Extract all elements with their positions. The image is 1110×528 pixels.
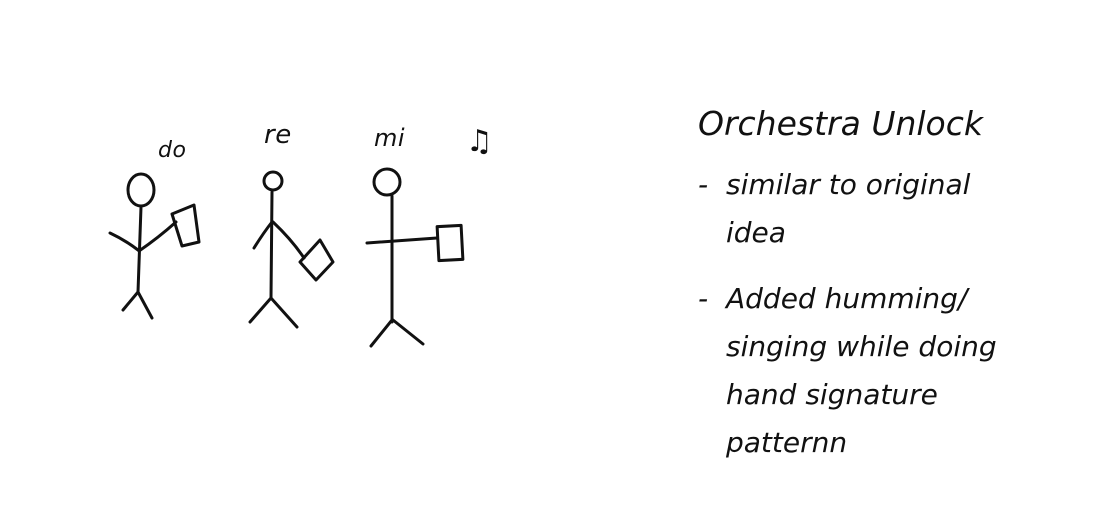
figure-do-left-leg <box>121 290 140 312</box>
figure-do-right-arm <box>137 220 178 253</box>
figure-re-left-leg <box>248 296 273 324</box>
music-note-icon: ♫ <box>466 124 493 159</box>
figure-re-right-leg <box>269 296 299 329</box>
figure-do-head <box>126 172 156 208</box>
figure-re-body <box>269 190 274 300</box>
note-bullet: - Added humming/ singing while doing han… <box>690 275 1090 467</box>
figure-re-right-arm <box>271 220 306 260</box>
bullet-text: similar to original idea <box>726 161 1090 257</box>
figure-do-left-arm <box>108 231 140 252</box>
figure-re-head <box>262 170 284 192</box>
bullet-text: Added humming/ singing while doing hand … <box>726 275 1090 467</box>
note-bullet: - similar to original idea <box>690 161 1090 257</box>
figure-mi-right-leg <box>391 318 425 346</box>
figure-re-hand-sign <box>298 238 335 282</box>
notes-panel: Orchestra Unlock - similar to original i… <box>690 104 1090 485</box>
figure-mi-head <box>372 167 402 197</box>
figure-re <box>248 170 335 329</box>
bullet-dash: - <box>698 168 709 201</box>
figure-do <box>108 172 201 320</box>
bullet-line: Added humming/ <box>726 282 968 315</box>
bullet-line: hand signature <box>726 378 938 411</box>
figure-mi-arms <box>365 236 439 245</box>
figure-do-right-leg <box>136 290 154 320</box>
bullet-line: idea <box>726 216 786 249</box>
bullet-line: singing while doing <box>726 330 997 363</box>
figure-re-left-arm <box>252 220 274 250</box>
notes-title: Orchestra Unlock <box>698 104 983 143</box>
bullet-line: similar to original <box>726 168 971 201</box>
label-do: do <box>158 138 187 163</box>
bullet-line: patternn <box>726 426 848 459</box>
figure-mi <box>365 167 465 348</box>
figure-do-hand-sign <box>170 203 201 248</box>
label-mi: mi <box>374 124 406 152</box>
figure-mi-left-leg <box>369 318 394 348</box>
label-re: re <box>264 120 292 150</box>
bullet-dash: - <box>698 282 709 315</box>
figure-mi-hand-sign <box>435 223 465 263</box>
